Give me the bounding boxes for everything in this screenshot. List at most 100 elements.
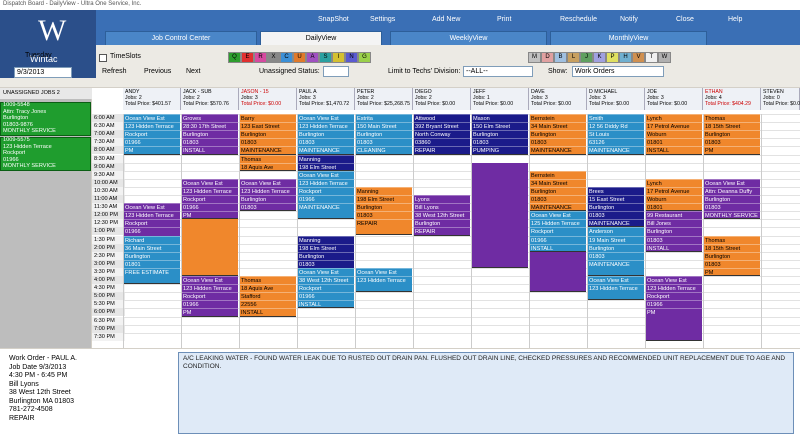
refresh[interactable]: Refresh xyxy=(102,68,127,75)
tech-header[interactable] xyxy=(181,88,239,110)
appointment[interactable] xyxy=(646,211,702,252)
filter-letter[interactable]: M xyxy=(528,52,541,63)
filter-letter[interactable]: S xyxy=(319,52,332,63)
appointment[interactable] xyxy=(588,227,644,276)
appointment[interactable] xyxy=(182,114,238,155)
tech-header[interactable] xyxy=(413,88,471,110)
appointment[interactable] xyxy=(588,114,644,155)
filter-letter[interactable]: W xyxy=(658,52,671,63)
appointment[interactable] xyxy=(182,178,238,220)
filter-letter[interactable]: I xyxy=(332,52,345,63)
tab[interactable]: DailyView xyxy=(260,31,382,45)
filter-letter[interactable]: H xyxy=(619,52,632,63)
appointment[interactable] xyxy=(240,178,296,212)
menu-item[interactable]: Close xyxy=(676,16,694,23)
appointment[interactable] xyxy=(530,211,586,252)
previous[interactable]: Previous xyxy=(144,68,172,75)
appointment[interactable] xyxy=(356,114,412,155)
filter-letter[interactable]: K xyxy=(593,52,606,63)
filter-letter[interactable]: T xyxy=(645,52,658,63)
filter-letter[interactable]: Q xyxy=(228,52,241,63)
show-select[interactable]: Work Orders xyxy=(572,66,664,77)
appointment[interactable] xyxy=(240,276,296,317)
appointment[interactable] xyxy=(298,267,354,309)
menu-item[interactable]: Reschedule xyxy=(560,16,597,23)
appointment[interactable] xyxy=(530,251,586,293)
appointment[interactable] xyxy=(704,235,760,276)
filter-letter[interactable]: C xyxy=(280,52,293,63)
appointment[interactable] xyxy=(530,114,586,155)
filter-letter[interactable]: U xyxy=(293,52,306,63)
appointment[interactable] xyxy=(298,154,354,171)
appointment[interactable] xyxy=(356,267,412,293)
appointment[interactable] xyxy=(124,235,180,285)
filter-letter[interactable]: P xyxy=(606,52,619,63)
appointment-line: Bernstein xyxy=(530,170,586,180)
appointment-line: 01966 xyxy=(124,138,180,147)
menu-item[interactable]: Notify xyxy=(620,16,638,23)
tech-header[interactable] xyxy=(297,88,355,110)
unassigned-card[interactable] xyxy=(0,137,91,171)
tech-header[interactable] xyxy=(703,88,761,110)
appointment[interactable] xyxy=(414,114,470,155)
unassigned-line: Burlington xyxy=(3,115,29,121)
appointment[interactable] xyxy=(298,114,354,155)
filter-letter[interactable]: L xyxy=(567,52,580,63)
tab[interactable]: WeeklyView xyxy=(390,31,547,45)
tech-header[interactable] xyxy=(587,88,645,110)
appointment[interactable] xyxy=(298,170,354,220)
filter-letter[interactable]: A xyxy=(306,52,319,63)
unassigned-line: 1009-5575 xyxy=(3,137,30,143)
appointment[interactable] xyxy=(472,114,528,155)
filter-letter[interactable]: B xyxy=(554,52,567,63)
menu-item[interactable]: SnapShot xyxy=(318,16,349,23)
filter-letter[interactable]: J xyxy=(580,52,593,63)
appointment[interactable] xyxy=(704,178,760,220)
next[interactable]: Next xyxy=(186,68,201,75)
appointment[interactable] xyxy=(182,219,238,276)
status-select[interactable] xyxy=(323,66,349,77)
appointment-line: 392 Bryant Street xyxy=(414,122,470,131)
appointment[interactable] xyxy=(588,186,644,228)
appointment[interactable] xyxy=(240,114,296,155)
tech-header[interactable] xyxy=(471,88,529,110)
tab[interactable]: MonthlyView xyxy=(550,31,707,45)
appointment[interactable] xyxy=(240,154,296,171)
appointment[interactable] xyxy=(646,114,702,155)
appointment[interactable] xyxy=(704,114,760,155)
filter-letter[interactable]: R xyxy=(254,52,267,63)
appointment[interactable] xyxy=(472,162,528,268)
filter-letter[interactable]: N xyxy=(345,52,358,63)
appointment-line: INSTALL xyxy=(182,146,238,155)
menu-item[interactable]: Help xyxy=(728,16,743,23)
limit-division: Limit to Techs' Division: xyxy=(388,68,461,75)
appointment-line: Woburn xyxy=(646,130,702,139)
filter-letter[interactable]: X xyxy=(267,52,280,63)
appointment[interactable] xyxy=(356,186,412,236)
menu-item[interactable]: Print xyxy=(497,16,512,23)
filter-letter[interactable]: D xyxy=(541,52,554,63)
filter-letter[interactable]: V xyxy=(632,52,645,63)
appointment[interactable] xyxy=(124,114,180,155)
appointment[interactable] xyxy=(646,276,702,341)
division-select[interactable]: --ALL-- xyxy=(463,66,533,77)
tech-header[interactable] xyxy=(355,88,413,110)
appointment[interactable] xyxy=(414,195,470,236)
date-field[interactable]: 9/3/2013 xyxy=(14,67,72,78)
tech-header[interactable] xyxy=(529,88,587,110)
tech-header[interactable] xyxy=(123,88,181,110)
tech-jobs: Jobs: 3 xyxy=(647,95,664,101)
tech-header[interactable] xyxy=(645,88,703,110)
appointment[interactable] xyxy=(182,276,238,317)
menu-item[interactable]: Add New xyxy=(432,16,461,23)
filter-letter[interactable]: E xyxy=(241,52,254,63)
tab[interactable]: Job Control Center xyxy=(105,31,257,45)
appointment[interactable] xyxy=(588,276,644,301)
filter-letter[interactable]: G xyxy=(358,52,371,63)
menu-item[interactable]: Settings xyxy=(370,16,396,23)
appointment[interactable] xyxy=(646,178,702,212)
unassigned-card[interactable] xyxy=(0,102,91,136)
appointment[interactable] xyxy=(530,170,586,212)
checkbox[interactable] xyxy=(99,54,107,62)
tech-header[interactable] xyxy=(239,88,297,110)
